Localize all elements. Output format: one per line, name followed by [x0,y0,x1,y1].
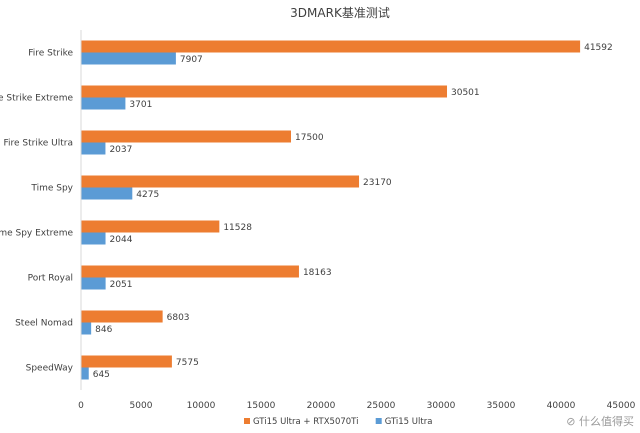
bar-rtx5070ti [81,85,448,98]
x-tick-label: 25000 [367,401,396,411]
data-label: 3701 [129,100,152,110]
legend-swatch [244,418,250,424]
bar-rtx5070ti [81,355,172,368]
data-label: 2037 [109,145,132,155]
data-label: 11528 [223,223,252,233]
x-tick-label: 35000 [487,401,516,411]
bar-rtx5070ti [81,175,360,188]
category-labels: Fire Strike Fire Strike Extreme Fire Strik… [0,49,74,374]
data-label: 846 [95,325,112,335]
x-tick-label: 15000 [247,401,276,411]
bar-base [81,277,106,290]
data-label: 23170 [363,178,392,188]
data-label: 7907 [180,55,203,65]
category-label: Port Royal [28,274,73,284]
category-label: Time Spy Extreme [0,229,73,239]
watermark-logo: ⊘ 什么值得买 [566,413,634,429]
data-label: 2044 [110,235,133,245]
x-tick-label: 5000 [130,401,153,411]
category-label: Steel Nomad [15,319,73,329]
data-label: 2051 [110,280,133,290]
category-label: Fire Strike Ultra [4,139,74,149]
bar-base [81,322,92,335]
legend-label: GTi15 Ultra + RTX5070Ti [253,417,358,427]
x-tick-label: 10000 [187,401,216,411]
category-label: Time Spy [30,184,73,194]
bar-base [81,232,106,245]
bar-rtx5070ti [81,310,163,323]
x-axis: 0 5000 10000 15000 20000 25000 30000 35000 40000… [78,30,636,411]
watermark-text: 什么值得买 [579,415,634,428]
chart-title: 3DMARK基准测试 [290,5,390,20]
data-label: 30501 [451,88,480,98]
data-label: 18163 [303,268,332,278]
data-label: 41592 [584,43,613,53]
x-tick-label: 30000 [427,401,456,411]
category-label: Fire Strike [28,49,73,59]
data-label: 6803 [167,313,190,323]
category-label: SpeedWay [26,364,74,374]
x-tick-label: 20000 [307,401,336,411]
bar-rtx5070ti [81,40,581,53]
bar-base [81,97,126,110]
bar-base [81,367,89,380]
watermark-icon: ⊘ [566,415,579,428]
legend-label: GTi15 Ultra [385,417,433,427]
bar-rtx5070ti [81,130,291,143]
bar-rtx5070ti [81,220,220,233]
bar-base [81,187,133,200]
legend-swatch [375,418,382,424]
x-tick-label: 0 [78,401,84,411]
x-tick-label: 45000 [607,401,636,411]
bar-rtx5070ti [81,265,299,278]
x-tick-label: 40000 [547,401,576,411]
data-label: 4275 [136,190,159,200]
data-label: 17500 [295,133,324,143]
data-label: 645 [93,370,110,380]
legend: GTi15 Ultra + RTX5070Ti GTi15 Ultra [244,417,432,427]
bar-base [81,52,176,65]
bars-layer: 41592 7907 30501 3701 17500 2037 23170 4275 1152… [81,40,613,380]
data-label: 7575 [176,358,199,368]
bar-base [81,142,106,155]
category-label: Fire Strike Extreme [0,94,73,104]
